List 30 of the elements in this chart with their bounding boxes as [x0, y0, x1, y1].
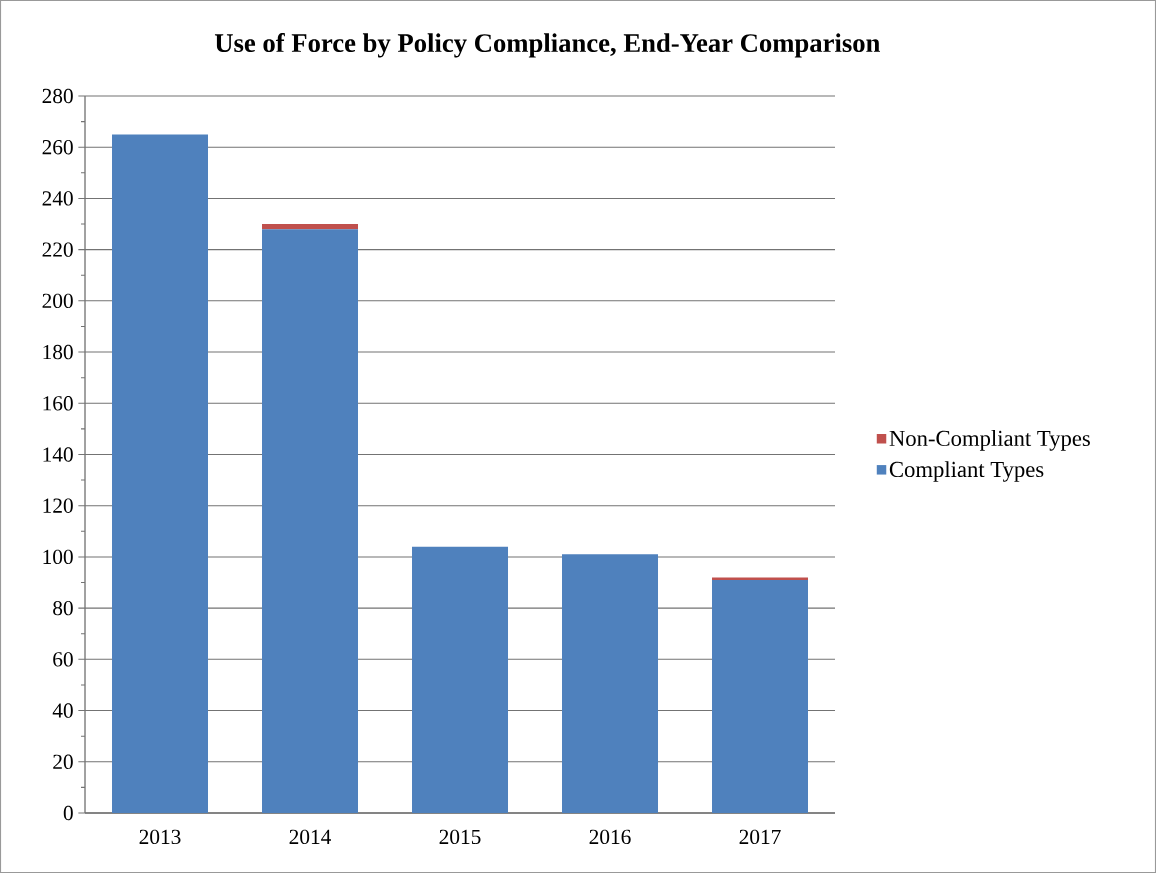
y-tick-label: 140 [43, 447, 73, 462]
chart-title: Use of Force by Policy Compliance, End-Year Comparison [214, 33, 881, 58]
y-tick-label: 280 [42, 88, 73, 104]
bar [712, 577, 809, 580]
y-tick-label: 60 [53, 652, 73, 667]
y-tick-label: 0 [63, 805, 73, 821]
bar [262, 224, 359, 230]
x-tick-label: 2016 [589, 829, 631, 845]
legend-label: Non-Compliant Types [889, 430, 1090, 451]
y-tick-label: 20 [53, 754, 73, 769]
x-tick-label: 2015 [439, 829, 481, 845]
y-tick-label: 160 [43, 396, 73, 411]
y-tick-label: 100 [43, 549, 73, 565]
y-tick-label: 40 [52, 703, 73, 718]
y-tick-label: 200 [42, 293, 73, 309]
bar [262, 229, 359, 813]
y-tick-label: 220 [42, 242, 73, 257]
bar [562, 554, 659, 813]
legend-label: Compliant Types [889, 461, 1044, 482]
bar [412, 546, 509, 813]
x-tick-label: 2014 [289, 829, 331, 845]
y-tick-label: 240 [42, 191, 73, 206]
y-tick-label: 260 [42, 140, 73, 155]
x-tick-label: 2017 [739, 829, 781, 845]
bar [112, 134, 209, 813]
y-tick-label: 120 [43, 498, 73, 513]
x-tick-label: 2013 [139, 829, 181, 845]
y-tick-label: 80 [53, 600, 73, 616]
bar [712, 579, 809, 813]
y-tick-label: 180 [43, 344, 73, 360]
